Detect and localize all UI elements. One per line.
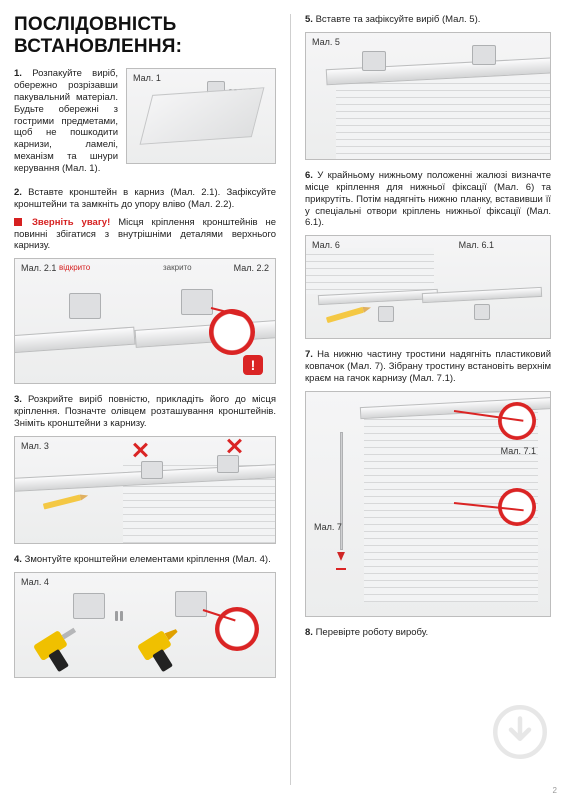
bracket-3b <box>217 455 239 473</box>
figure-1: Мал. 1 <box>126 68 276 164</box>
bottom-rail-b <box>422 287 542 303</box>
step-8-num: 8. <box>305 627 313 638</box>
step-8-text: 8. Перевірте роботу виробу. <box>305 627 551 639</box>
attention-marker <box>14 218 22 226</box>
step-2-attention: Зверніть увагу! Місця кріплення кронштей… <box>14 217 276 253</box>
step-6-body: У крайньому нижньому положенні жалюзі ви… <box>305 170 551 229</box>
figure-4-label: Мал. 4 <box>21 577 49 587</box>
left-column: ПОСЛІДОВНІСТЬ ВСТАНОВЛЕННЯ: 1. Розпакуйт… <box>0 0 290 799</box>
step-8-body: Перевірте роботу виробу. <box>316 627 429 638</box>
wand-arrow-up <box>336 568 346 570</box>
attention-label: Зверніть увагу! <box>32 217 110 228</box>
package-shape <box>140 87 265 145</box>
screws-4 <box>115 609 129 623</box>
label-close: закрито <box>163 263 192 272</box>
step-5-text: 5. Вставте та зафіксуйте виріб (Мал. 5). <box>305 14 551 26</box>
step-2-num: 2. <box>14 187 22 198</box>
figure-7-1-label: Мал. 7.1 <box>501 446 536 456</box>
bracket-open <box>69 293 101 319</box>
step-5-num: 5. <box>305 14 313 25</box>
figure-6: Мал. 6 Мал. 6.1 <box>305 235 551 339</box>
bracket-closed <box>181 289 213 315</box>
blinds-6b <box>306 248 418 294</box>
step-7-num: 7. <box>305 349 313 360</box>
rail-left <box>14 327 135 354</box>
figure-7: Мал. 7 Мал. 7.1 <box>305 391 551 617</box>
bracket-3a <box>141 461 163 479</box>
step-1-row: 1. Розпакуйте виріб, обережно розрізавши… <box>14 68 276 181</box>
callout-dot-4 <box>215 607 259 651</box>
figure-2-1-label: Мал. 2.1 <box>21 263 56 273</box>
wand-icon <box>340 432 343 550</box>
bracket-5a <box>362 51 386 71</box>
download-watermark-icon <box>493 705 547 759</box>
figure-3-label: Мал. 3 <box>21 441 49 451</box>
step-2-text: 2. Вставте кронштейн в карниз (Мал. 2.1)… <box>14 187 276 211</box>
drill-icon-2 <box>137 621 195 676</box>
label-open: відкрито <box>59 263 90 272</box>
step-3-text: 3. Розкрийте виріб повністю, прикладіть … <box>14 394 276 430</box>
step-3-num: 3. <box>14 394 22 405</box>
step-4-text: 4. Змонтуйте кронштейни елементами кріпл… <box>14 554 276 566</box>
page-title: ПОСЛІДОВНІСТЬ ВСТАНОВЛЕННЯ: <box>14 14 276 58</box>
page-number: 2 <box>553 786 557 795</box>
figure-7-label: Мал. 7 <box>314 522 342 532</box>
figure-1-label: Мал. 1 <box>133 73 161 83</box>
blinds-5 <box>336 77 550 159</box>
step-1-num: 1. <box>14 68 22 79</box>
step-5-body: Вставте та зафіксуйте виріб (Мал. 5). <box>316 14 481 25</box>
step-2-body-a: Вставте кронштейн в карниз (Мал. 2.1). З… <box>14 187 276 210</box>
step-4-body: Змонтуйте кронштейни елементами кріпленн… <box>25 554 271 565</box>
figure-3: Мал. 3 <box>14 436 276 544</box>
figure-5: Мал. 5 <box>305 32 551 160</box>
figure-6-1-label: Мал. 6.1 <box>459 240 494 250</box>
figure-2-2-label: Мал. 2.2 <box>234 263 269 273</box>
right-column: 5. Вставте та зафіксуйте виріб (Мал. 5).… <box>291 0 565 799</box>
cross-mark-2 <box>227 439 241 453</box>
step-3-body: Розкрийте виріб повністю, прикладіть йог… <box>14 394 276 429</box>
step-1-text: 1. Розпакуйте виріб, обережно розрізавши… <box>14 68 118 175</box>
pencil-icon <box>43 494 81 509</box>
step-4-num: 4. <box>14 554 22 565</box>
bracket-4a <box>73 593 105 619</box>
step-1-body: Розпакуйте виріб, обережно розрізавши па… <box>14 68 118 174</box>
cross-mark-1 <box>133 443 147 457</box>
bracket-4b <box>175 591 207 617</box>
pencil-6 <box>326 307 364 323</box>
figure-5-label: Мал. 5 <box>312 37 340 47</box>
step-6-text: 6. У крайньому нижньому положенні жалюзі… <box>305 170 551 229</box>
figure-2: Мал. 2.1 відкрито закрито Мал. 2.2 ! <box>14 258 276 384</box>
bracket-5b <box>472 45 496 65</box>
warning-icon: ! <box>243 355 263 375</box>
step-7-body: На нижню частину тростини надягніть плас… <box>305 349 551 384</box>
wand-cap-icon <box>337 552 345 561</box>
figure-4: Мал. 4 <box>14 572 276 678</box>
step-7-text: 7. На нижню частину тростини надягніть п… <box>305 349 551 385</box>
lower-fix-b <box>474 304 490 320</box>
lower-fix-a <box>378 306 394 322</box>
step-6-num: 6. <box>305 170 313 181</box>
figure-6-label: Мал. 6 <box>312 240 340 250</box>
drill-icon-1 <box>33 621 91 676</box>
